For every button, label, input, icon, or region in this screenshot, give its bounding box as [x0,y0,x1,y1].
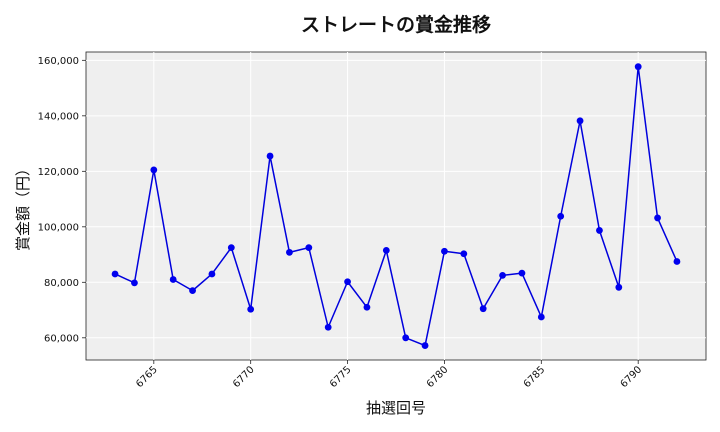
data-point [286,248,293,256]
data-point [615,283,623,291]
series-line [114,65,678,347]
data-point [131,279,138,287]
data-point [673,258,681,265]
data-point [557,212,565,220]
y-tick-label: 160,000 [38,56,79,67]
data-point [421,342,429,349]
y-tick-label: 80,000 [44,278,79,289]
data-point [654,214,661,222]
y-tick-label: 120,000 [38,167,79,178]
data-point [634,63,642,71]
data-point [382,246,390,254]
data-point [441,247,448,255]
data-point [576,117,584,125]
data-point [111,270,119,278]
data-point [305,244,313,252]
series [111,63,681,349]
data-point [344,278,351,286]
data-point [150,166,158,174]
data-point [266,152,274,160]
data-point [537,313,545,321]
data-point [596,227,603,234]
data-point [169,276,177,283]
data-point [247,305,255,313]
data-point [460,250,468,258]
data-point [208,270,216,278]
data-point [499,271,506,279]
chart-title: ストレートの賞金推移 [301,13,491,36]
data-point [189,287,196,295]
plot-area [85,51,707,361]
grid [86,52,706,360]
x-axis-label: 抽選回号 [366,399,426,417]
x-tick-label: 6790 [619,364,645,390]
x-tick-label: 6770 [231,364,257,390]
y-tick-label: 140,000 [38,111,79,122]
data-point [402,334,410,342]
data-point [518,269,526,277]
x-tick-label: 6765 [134,364,160,390]
data-point [324,323,332,331]
x-tick-label: 6775 [328,364,354,390]
x-tick-label: 6780 [425,364,451,390]
y-tick-label: 100,000 [38,222,79,233]
data-point [479,305,487,313]
data-point [363,303,371,311]
data-point [227,244,235,252]
y-axis-label: 賞金額（円） [14,161,32,251]
y-tick-label: 60,000 [44,333,79,344]
x-tick-label: 6785 [522,364,548,390]
